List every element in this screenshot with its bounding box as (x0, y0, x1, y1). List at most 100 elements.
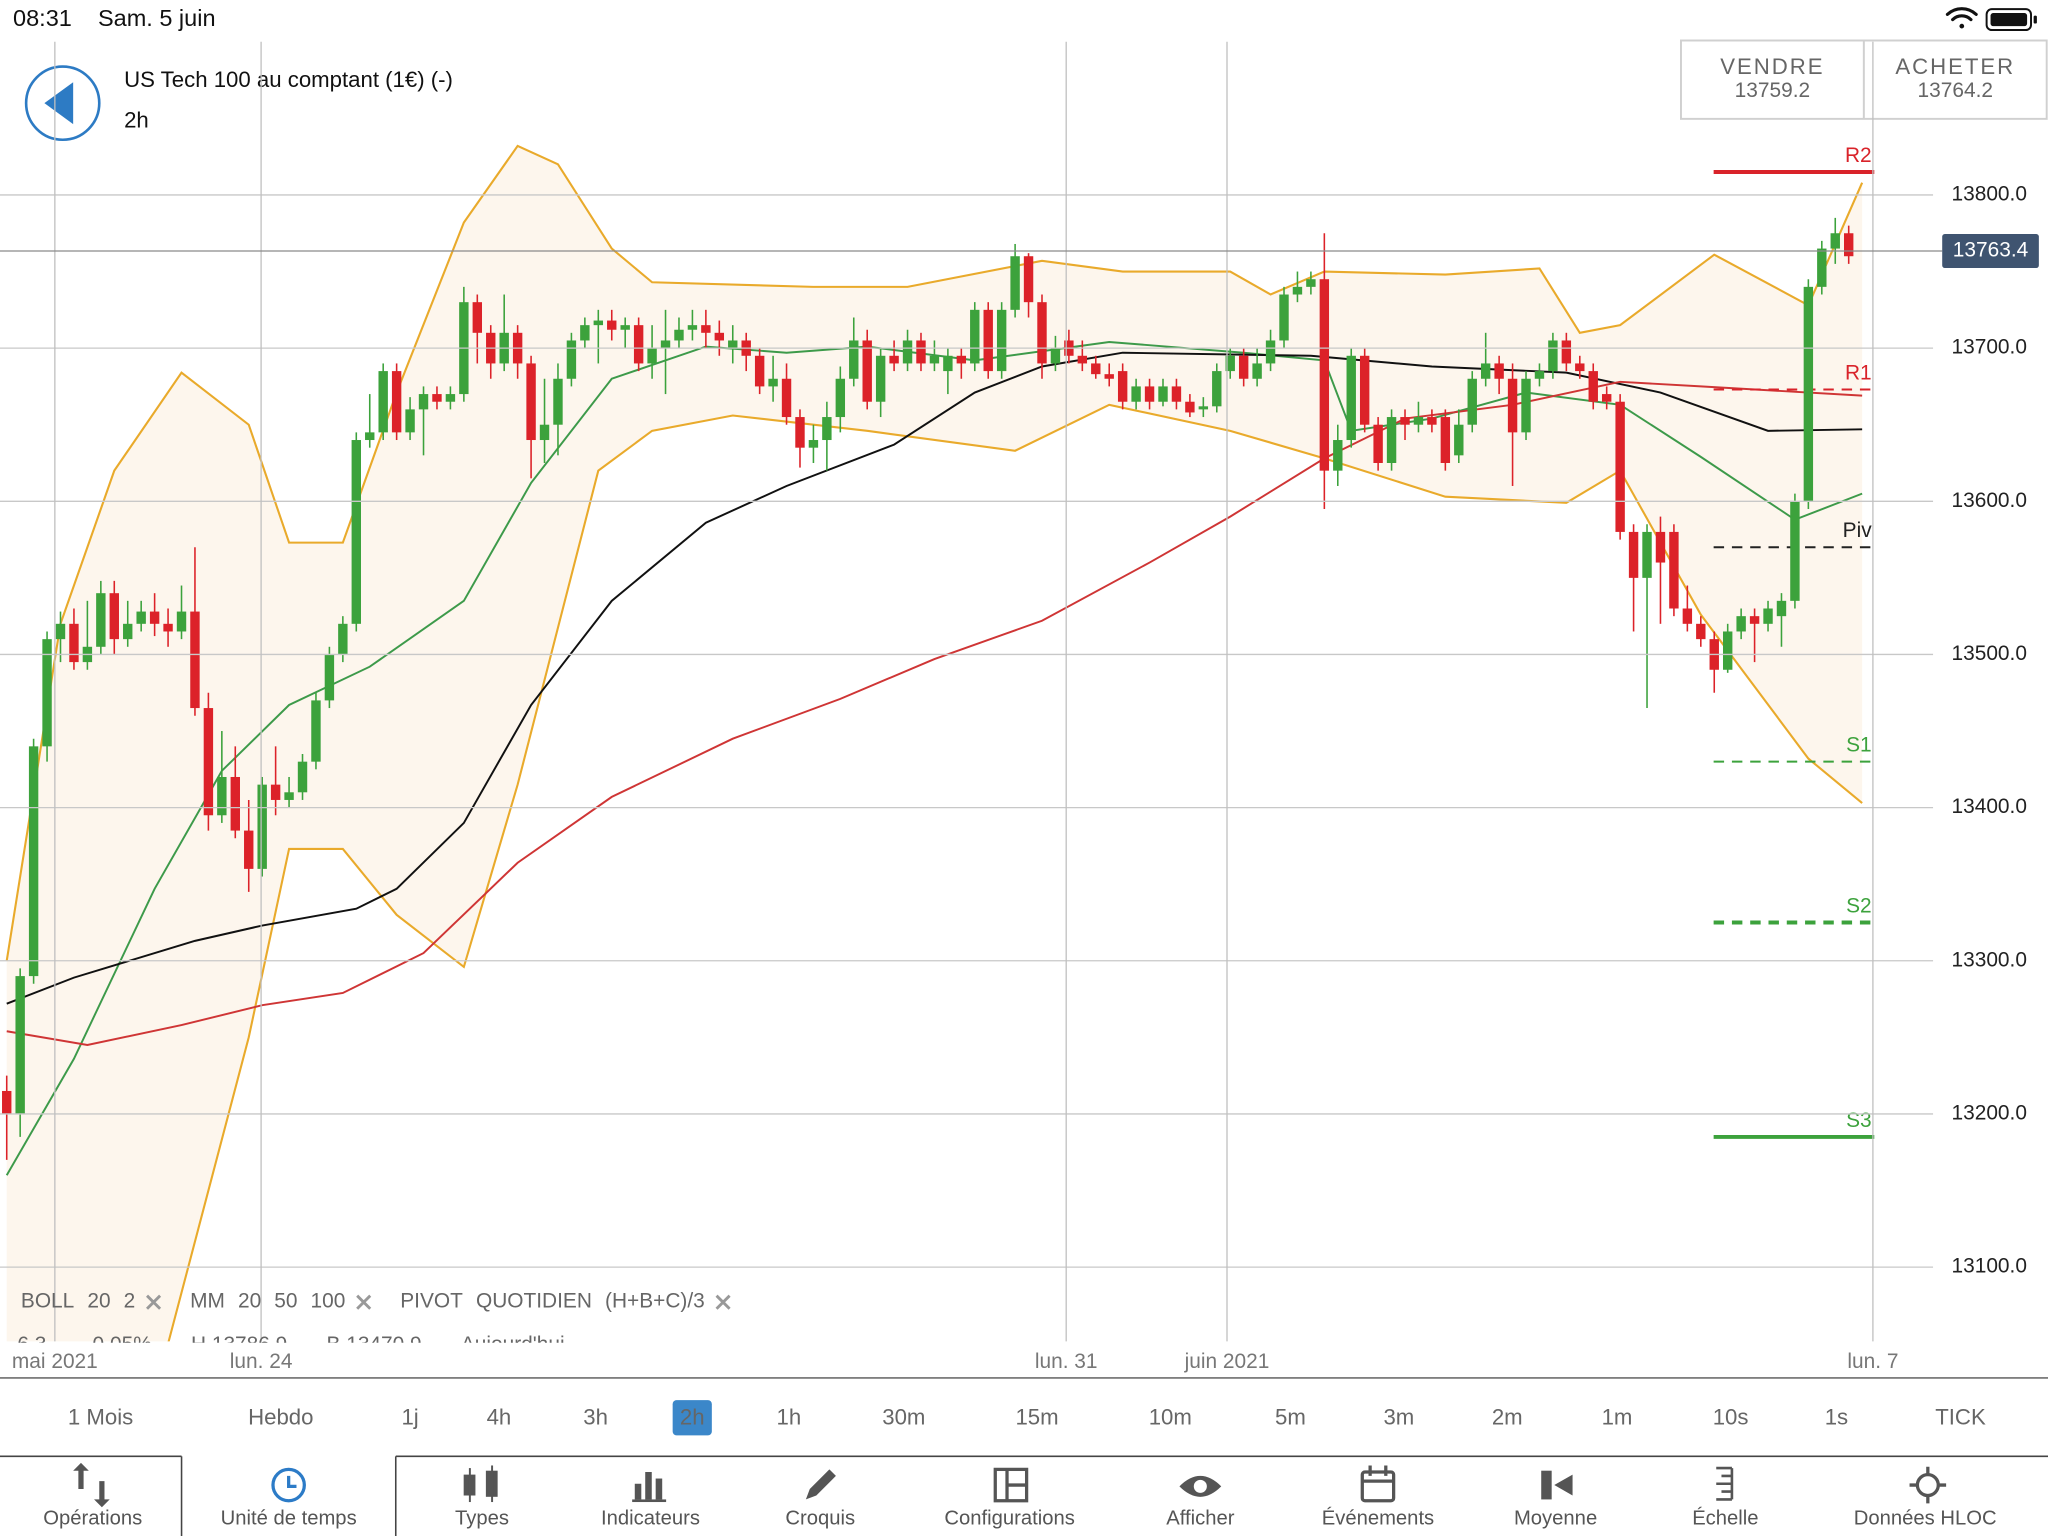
timeframe-option[interactable]: 1m (1602, 1404, 1633, 1429)
toolbar-button[interactable]: Indicateurs (601, 1507, 700, 1529)
candle-body (1817, 248, 1827, 287)
timeframe-option[interactable]: 1j (401, 1404, 418, 1429)
timeframe-option[interactable]: 30m (882, 1404, 925, 1429)
legend-param: (H+B+C)/3 (605, 1290, 705, 1313)
candle-body (1158, 386, 1168, 402)
timeframe-option[interactable]: 1h (777, 1404, 802, 1429)
candle-body (1601, 394, 1612, 402)
icon-types[interactable] (463, 1465, 498, 1503)
candle-body (1023, 256, 1034, 303)
candle-body (1171, 386, 1182, 402)
candle-body (1561, 340, 1572, 364)
back-button[interactable] (24, 65, 101, 142)
candle-body (1306, 279, 1316, 287)
candle-body (633, 325, 644, 364)
icon-configurations[interactable] (993, 1467, 1029, 1503)
x-tick-label: lun. 24 (230, 1350, 293, 1373)
icon-sketch[interactable] (805, 1469, 836, 1500)
timeframe-option[interactable]: 4h (487, 1404, 512, 1429)
icon-time[interactable] (271, 1467, 306, 1503)
candle-body (270, 784, 281, 800)
legend-param: 20 (238, 1290, 261, 1313)
timeframe-option[interactable]: TICK (1935, 1404, 1986, 1429)
candle-body (149, 611, 160, 624)
candle-body (526, 363, 536, 441)
sell-label[interactable]: VENDRE (1720, 54, 1824, 79)
toolbar-button[interactable]: Unité de temps (221, 1507, 357, 1529)
timeframe-option[interactable]: 10s (1713, 1404, 1749, 1429)
sell-price[interactable]: 13759.2 (1735, 79, 1810, 102)
candle-body (862, 340, 872, 402)
candle-body (378, 371, 388, 433)
timeframe-option[interactable]: Hebdo (248, 1404, 313, 1429)
timeframe-option[interactable]: 10m (1149, 1404, 1192, 1429)
candle-body (1091, 363, 1101, 375)
candle-body (1077, 355, 1088, 364)
candle-body (1050, 348, 1061, 364)
toolbar-frame (0, 1455, 2048, 1536)
toolbar-button[interactable]: Moyenne (1514, 1507, 1597, 1529)
candle-body (1467, 378, 1477, 425)
buy-price[interactable]: 13764.2 (1918, 79, 1993, 102)
icon-hloc[interactable] (1909, 1466, 1947, 1504)
icon-indicators[interactable] (632, 1472, 667, 1503)
icon-scale[interactable] (1716, 1466, 1734, 1501)
candle-body (849, 340, 859, 379)
timeframe-option[interactable]: 3m (1383, 1404, 1414, 1429)
candle-body (687, 325, 698, 330)
timeframe-option[interactable]: 1s (1825, 1404, 1848, 1429)
toolbar-button[interactable]: Croquis (785, 1507, 855, 1529)
candle-body (875, 355, 886, 402)
timeframe-option[interactable]: 1 Mois (68, 1404, 133, 1429)
candle-body (324, 654, 335, 701)
legend-close[interactable] (715, 1294, 731, 1310)
bollinger-upper (5, 144, 1864, 961)
legend-name: BOLL (21, 1290, 74, 1313)
icon-average[interactable] (1541, 1470, 1573, 1500)
pivot-label: S1 (1846, 734, 1872, 757)
candle-body (1722, 631, 1733, 670)
toolbar: Opérations Unité de temps Types Indicateurs… (43, 1506, 1996, 1529)
toolbar-button[interactable]: Types (455, 1507, 509, 1529)
candle-body (1454, 424, 1464, 456)
candle-body (1669, 531, 1679, 609)
toolbar-button[interactable]: Configurations (944, 1507, 1074, 1529)
candle-body (701, 325, 711, 333)
timeframe-option[interactable]: 2m (1492, 1404, 1523, 1429)
candle-body (244, 830, 254, 869)
candle-body (1534, 371, 1545, 379)
legend-param: 100 (311, 1290, 346, 1313)
icon-display[interactable] (1179, 1475, 1222, 1497)
candle-body (620, 325, 630, 330)
pivot-label: S2 (1846, 894, 1872, 917)
candle-body (1346, 355, 1356, 441)
toolbar-button[interactable]: Données HLOC (1854, 1507, 1997, 1529)
timeframe-option[interactable]: 2h (680, 1404, 705, 1429)
toolbar-button[interactable]: Événements (1322, 1506, 1434, 1529)
timeframe-option[interactable]: 3h (583, 1404, 608, 1429)
y-tick-label: 13700.0 (1951, 336, 2026, 359)
icon-operations[interactable] (73, 1462, 110, 1508)
candle-body (929, 355, 940, 364)
candle-body (996, 309, 1007, 372)
buy-label[interactable]: ACHETER (1895, 54, 2015, 79)
toolbar-button[interactable]: Échelle (1692, 1506, 1758, 1529)
legend-close[interactable] (146, 1294, 162, 1310)
candle-body (1480, 363, 1491, 379)
candle-body (593, 320, 604, 326)
candle-body (1588, 371, 1598, 402)
toolbar-button[interactable]: Afficher (1166, 1507, 1234, 1529)
icon-events[interactable] (1360, 1465, 1396, 1503)
timeframe-option[interactable]: 5m (1275, 1404, 1306, 1429)
candle-body (1386, 417, 1397, 463)
candle-body (1225, 355, 1235, 372)
axes: 13100.0 13200.0 13300.0 13400.0 13500.0 13600… (0, 41, 2039, 1373)
toolbar-button[interactable]: Opérations (43, 1507, 142, 1529)
moving-average (6, 380, 1863, 1047)
summary-text: -0.05% (86, 1333, 152, 1356)
candle-body (808, 440, 819, 448)
legend-close[interactable] (356, 1294, 372, 1310)
timeframe-option[interactable]: 15m (1015, 1404, 1058, 1429)
candle-body (1790, 501, 1800, 601)
candle-body (2, 1090, 12, 1114)
